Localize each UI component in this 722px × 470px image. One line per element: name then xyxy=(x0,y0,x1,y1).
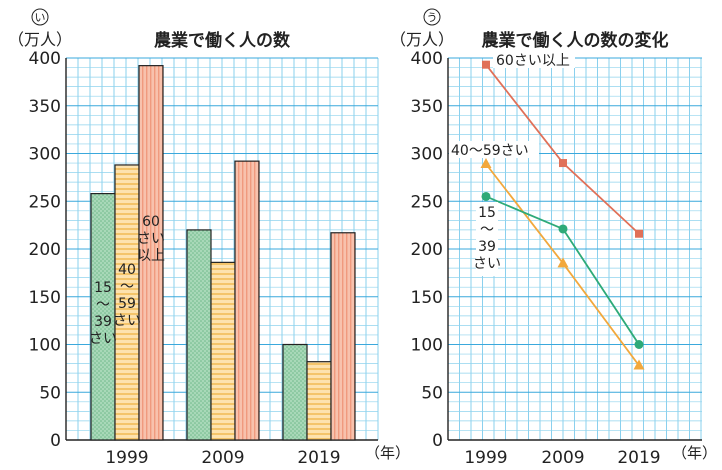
y-tick-label: 150 xyxy=(29,288,61,308)
point-2019-0 xyxy=(635,229,643,238)
series-label: ～ xyxy=(120,279,134,295)
y-tick-label: 200 xyxy=(411,240,443,260)
series-label: 15 xyxy=(94,280,112,296)
point-2009-0 xyxy=(559,159,567,168)
y-tick-label: 100 xyxy=(411,336,443,356)
series-label: さい xyxy=(89,331,117,347)
y-tick-label: 350 xyxy=(411,97,443,117)
y-tick-label: 350 xyxy=(29,97,61,117)
x-tick-label: 2009 xyxy=(201,448,244,468)
left-marker-text: い xyxy=(35,11,46,24)
point-1999-0 xyxy=(482,60,490,69)
right-chart: う （万人） 農業で働く人の数の変化 （年） 0 50 100 150 200 250 30… xyxy=(390,8,717,468)
series-label: さい xyxy=(113,313,141,329)
x-tick-label: 1999 xyxy=(464,448,507,468)
left-chart-title: 農業で働く人の数 xyxy=(154,30,291,51)
series-label: 39 xyxy=(94,314,112,330)
y-tick-label: 0 xyxy=(50,431,61,451)
point-2009-2 xyxy=(558,224,568,234)
series-label: 15 xyxy=(478,205,496,221)
label-bg xyxy=(493,51,575,68)
bar-2019-2 xyxy=(330,232,356,441)
x-tick-label: 2019 xyxy=(617,448,660,468)
point-1999-1 xyxy=(480,158,492,169)
series-label: 60 xyxy=(142,214,160,230)
series-label: 59 xyxy=(118,296,136,312)
bar-1999-2 xyxy=(138,65,164,441)
x-tick-label: 2019 xyxy=(297,448,340,468)
right-chart-title: 農業で働く人の数の変化 xyxy=(482,30,669,51)
point-1999-2 xyxy=(481,191,491,201)
series-label: さい xyxy=(137,231,165,247)
point-2019-2 xyxy=(634,340,644,349)
y-tick-label: 250 xyxy=(411,192,443,212)
series-label: 40 xyxy=(118,262,136,278)
bar-2019-1 xyxy=(306,361,332,441)
y-tick-label: 200 xyxy=(29,240,61,260)
series-label: 60さい以上 xyxy=(496,53,570,69)
y-tick-label: 300 xyxy=(29,145,61,165)
right-chart-marker: う xyxy=(423,8,441,26)
bar-1999-1 xyxy=(114,164,140,441)
y-tick-label: 0 xyxy=(432,431,443,451)
x-tick-label: 2009 xyxy=(541,448,584,468)
label-bg xyxy=(476,202,498,276)
series-label: 以上 xyxy=(137,248,165,264)
x-tick-label: 1999 xyxy=(105,448,148,468)
y-tick-label: 50 xyxy=(421,383,443,403)
right-plot-area: 0 50 100 150 200 250 300 350 400 1999 2009 2019 60さい… xyxy=(411,49,702,468)
point-2019-1 xyxy=(633,359,645,370)
bar-2019-0 xyxy=(282,343,308,441)
series-label: さい xyxy=(473,256,501,272)
bar-2009-1 xyxy=(210,261,236,441)
label-bg xyxy=(449,141,539,158)
series-label: ～ xyxy=(480,222,494,238)
y-tick-label: 400 xyxy=(29,49,61,69)
bar-2009-0 xyxy=(186,229,212,441)
right-unit-label: （万人） xyxy=(390,30,454,49)
series-label: 40～59さい xyxy=(451,143,529,159)
left-unit-label: （万人） xyxy=(8,30,72,49)
y-tick-label: 300 xyxy=(411,145,443,165)
y-tick-label: 400 xyxy=(411,49,443,69)
series-label: 39 xyxy=(478,239,496,255)
left-chart: い （万人） 農業で働く人の数 （年） 0 50 100 150 200 250 300 35… xyxy=(8,8,410,468)
y-tick-label: 150 xyxy=(411,288,443,308)
left-chart-marker: い xyxy=(31,8,49,26)
bar-2009-2 xyxy=(234,160,260,441)
y-tick-label: 50 xyxy=(39,383,61,403)
right-marker-text: う xyxy=(427,11,438,24)
series-label: ～ xyxy=(96,297,110,313)
point-2009-1 xyxy=(557,257,569,268)
right-x-unit: （年） xyxy=(672,444,717,462)
y-tick-label: 100 xyxy=(29,336,61,356)
y-tick-label: 250 xyxy=(29,192,61,212)
left-x-unit: （年） xyxy=(365,444,410,462)
